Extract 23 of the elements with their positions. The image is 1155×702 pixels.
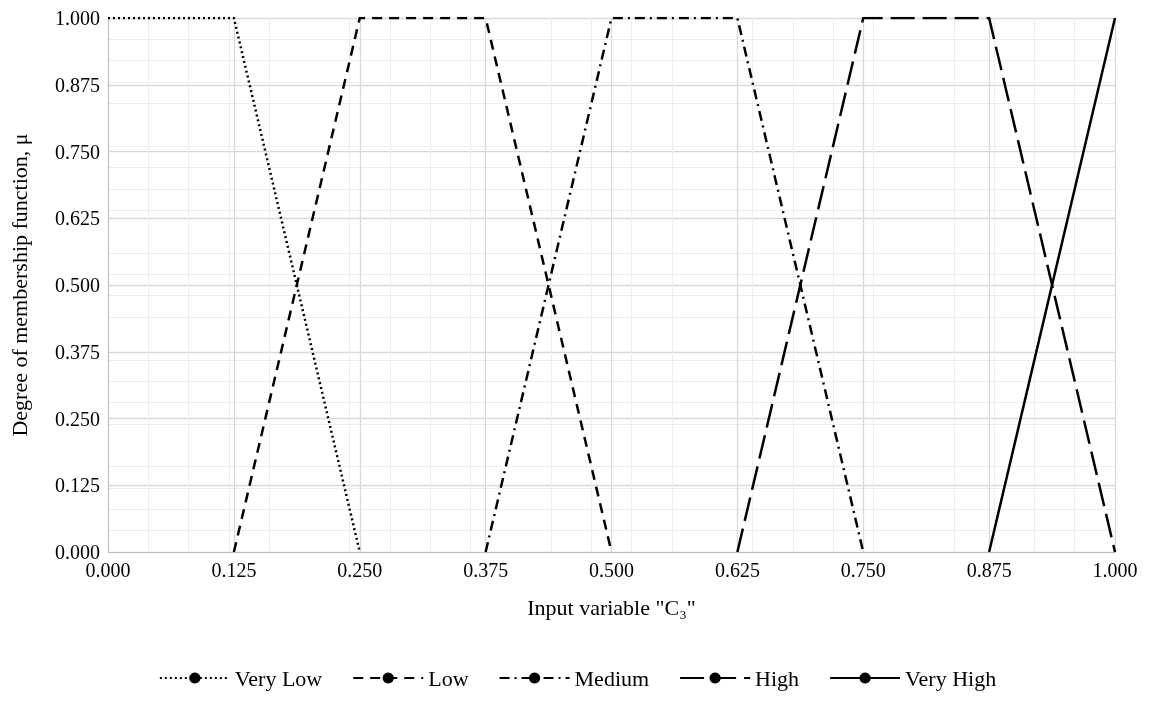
- x-tick-label: 0.375: [463, 559, 509, 581]
- x-tick-label: 0.750: [840, 559, 886, 581]
- y-tick-label: 0.750: [55, 140, 100, 163]
- y-tick-label: 0.625: [55, 207, 100, 230]
- y-tick-label: 0.375: [55, 340, 100, 363]
- x-axis-title: Input variable "C₃": [527, 594, 696, 620]
- legend-label: Very High: [905, 665, 997, 691]
- y-tick-label: 0.875: [55, 73, 100, 96]
- legend-label: Low: [428, 665, 469, 691]
- y-tick-label: 0.125: [55, 474, 100, 497]
- y-tick-label: 0.500: [55, 274, 100, 296]
- x-tick-label: 0.625: [714, 559, 760, 581]
- legend-label: Medium: [574, 665, 650, 691]
- x-tick-label: 0.250: [337, 559, 383, 581]
- y-axis-title: Degree of membership function, μ: [6, 133, 32, 437]
- x-tick-label: 0.875: [966, 559, 1012, 581]
- x-tick-label: 0.125: [211, 559, 257, 581]
- legend-label: Very Low: [234, 665, 323, 691]
- x-tick-label: 0.500: [589, 559, 634, 581]
- legend-label: High: [755, 665, 800, 691]
- y-tick-label: 1.000: [55, 7, 100, 29]
- y-tick-label: 0.250: [55, 407, 100, 430]
- x-tick-label: 1.000: [1092, 559, 1138, 581]
